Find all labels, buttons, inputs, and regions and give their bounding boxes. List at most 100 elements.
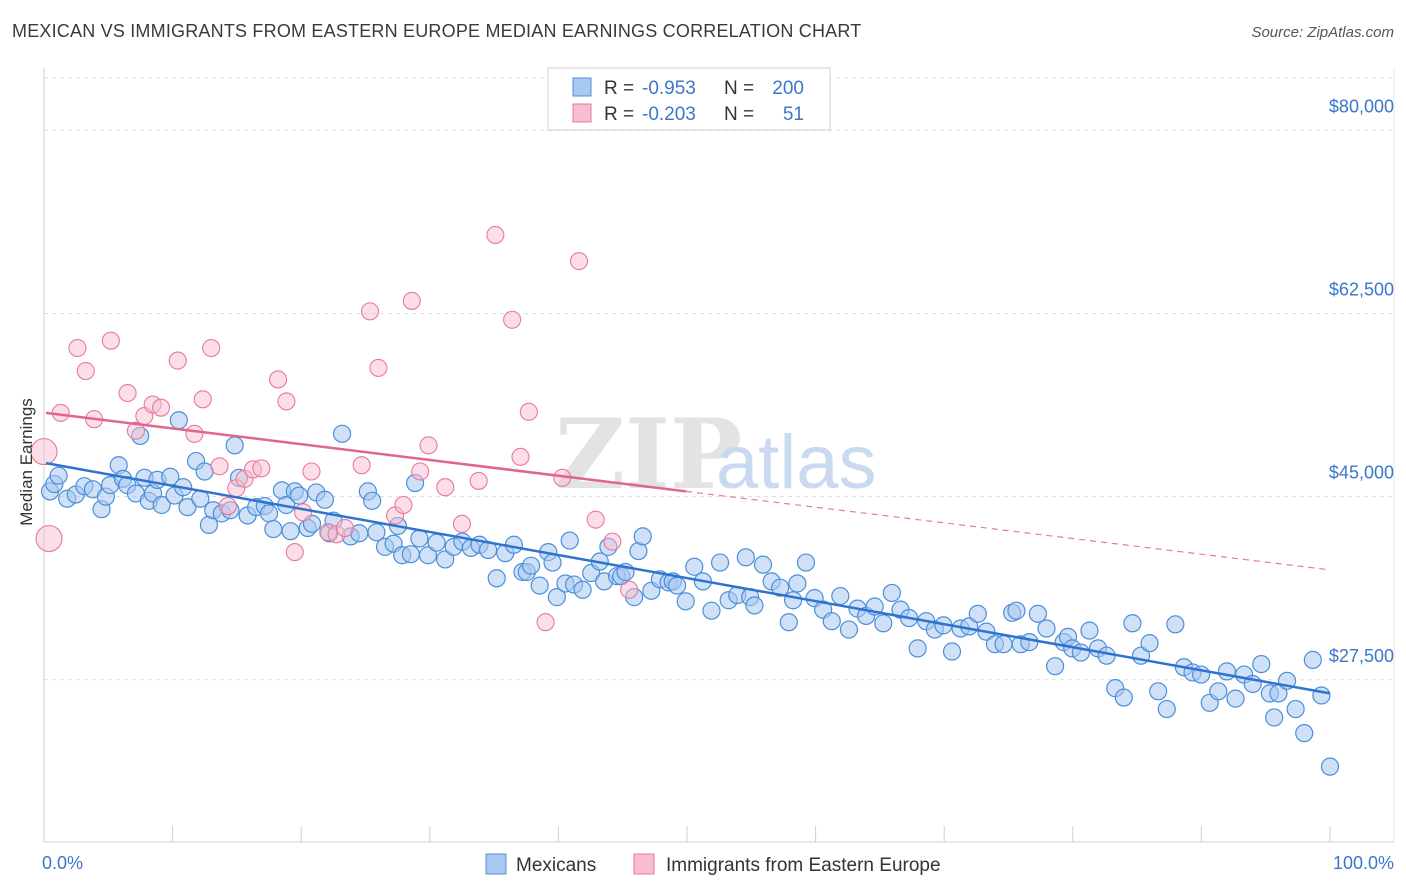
point-mexicans (668, 576, 687, 595)
point-mexicans (427, 533, 446, 552)
point-mexicans (418, 546, 438, 565)
bottom-legend-swatch-mexicans (485, 853, 507, 875)
point-eastern-europe (603, 532, 622, 551)
point-mexicans (152, 495, 171, 515)
point-eastern-europe (519, 402, 538, 421)
point-mexicans (1140, 634, 1159, 653)
point-eastern-europe (369, 358, 388, 377)
point-mexicans (796, 553, 816, 572)
trend-line-eastern-europe-extension (685, 490, 1331, 571)
point-mexicans (822, 612, 841, 631)
legend-n-value-2: 51 (783, 104, 804, 125)
legend-r-value-1: -0.953 (642, 78, 696, 99)
point-mexicans (753, 555, 773, 574)
legend-swatch-eastern-europe (572, 103, 592, 123)
point-eastern-europe (503, 310, 522, 329)
point-eastern-europe (277, 392, 296, 411)
point-mexicans (259, 504, 279, 523)
point-mexicans (1080, 621, 1099, 640)
point-eastern-europe (469, 471, 488, 490)
point-mexicans (543, 553, 562, 572)
point-mexicans (1226, 689, 1245, 708)
legend: R = -0.953 N = 200 R = -0.203 N = 51 (547, 67, 831, 131)
point-mexicans (882, 583, 901, 603)
point-eastern-europe (126, 421, 145, 440)
legend-n-label-2: N = (724, 104, 754, 125)
series-mexicans-points (40, 411, 1340, 776)
y-tick-labels: $27,500 $45,000 $62,500 $80,000 (1329, 96, 1394, 665)
point-mexicans (1217, 662, 1237, 681)
point-mexicans (994, 635, 1013, 654)
point-mexicans (410, 529, 429, 548)
point-eastern-europe (394, 495, 413, 515)
point-mexicans (1028, 604, 1048, 623)
point-mexicans (178, 497, 197, 517)
point-eastern-europe (35, 524, 63, 553)
watermark-atlas: atlas (716, 420, 877, 505)
point-eastern-europe (335, 518, 354, 538)
point-mexicans (487, 569, 506, 588)
point-eastern-europe (193, 390, 212, 409)
point-eastern-europe (269, 370, 288, 389)
point-eastern-europe (118, 383, 137, 403)
point-eastern-europe (352, 456, 371, 475)
grid-lines (44, 77, 1394, 681)
point-eastern-europe (252, 459, 271, 478)
point-mexicans (521, 556, 541, 575)
point-eastern-europe (419, 436, 438, 455)
point-mexicans (1265, 708, 1284, 727)
point-eastern-europe (360, 302, 380, 321)
point-eastern-europe (620, 580, 639, 599)
point-mexicans (1037, 619, 1056, 638)
point-mexicans (831, 586, 850, 606)
point-mexicans (1114, 688, 1133, 707)
point-mexicans (676, 592, 695, 611)
source-label: Source: ZipAtlas.com (1251, 24, 1394, 41)
point-eastern-europe (76, 361, 95, 381)
axes (43, 68, 1395, 843)
point-eastern-europe (486, 225, 505, 245)
point-mexicans (49, 466, 68, 485)
point-eastern-europe (411, 462, 430, 481)
trend-lines (45, 411, 1331, 695)
point-mexicans (1166, 615, 1185, 634)
point-mexicans (1303, 650, 1322, 669)
point-mexicans (315, 490, 334, 509)
point-mexicans (779, 613, 798, 632)
point-mexicans (1157, 699, 1176, 719)
point-mexicans (771, 578, 790, 597)
point-eastern-europe (218, 496, 237, 516)
point-eastern-europe (210, 457, 229, 476)
point-mexicans (874, 614, 893, 633)
point-mexicans (1007, 601, 1026, 620)
legend-r-label-1: R = (604, 78, 634, 99)
point-eastern-europe (101, 331, 120, 350)
point-mexicans (710, 553, 730, 572)
point-mexicans (1295, 724, 1314, 743)
legend-box (547, 67, 831, 131)
legend-swatch-mexicans (572, 77, 592, 97)
point-mexicans (1123, 614, 1142, 633)
point-eastern-europe (202, 338, 221, 358)
point-mexicans (225, 436, 244, 455)
point-mexicans (169, 411, 188, 430)
point-mexicans (560, 531, 579, 550)
y-axis-label: Median Earnings (17, 398, 36, 526)
point-mexicans (1209, 682, 1228, 701)
chart-title: MEXICAN VS IMMIGRANTS FROM EASTERN EUROP… (12, 21, 862, 41)
point-eastern-europe (285, 543, 304, 562)
point-mexicans (332, 424, 352, 443)
point-mexicans (839, 620, 859, 639)
y-tick-label: $45,000 (1329, 463, 1394, 483)
point-mexicans (908, 639, 927, 658)
legend-n-value-1: 200 (772, 78, 804, 99)
bottom-legend: Mexicans Immigrants from Eastern Europe (485, 853, 941, 876)
point-eastern-europe (586, 510, 605, 529)
point-mexicans (401, 545, 420, 564)
y-tick-label: $80,000 (1329, 96, 1394, 116)
point-mexicans (367, 523, 386, 542)
point-mexicans (547, 588, 566, 607)
point-eastern-europe (68, 338, 87, 358)
point-mexicans (281, 522, 300, 541)
